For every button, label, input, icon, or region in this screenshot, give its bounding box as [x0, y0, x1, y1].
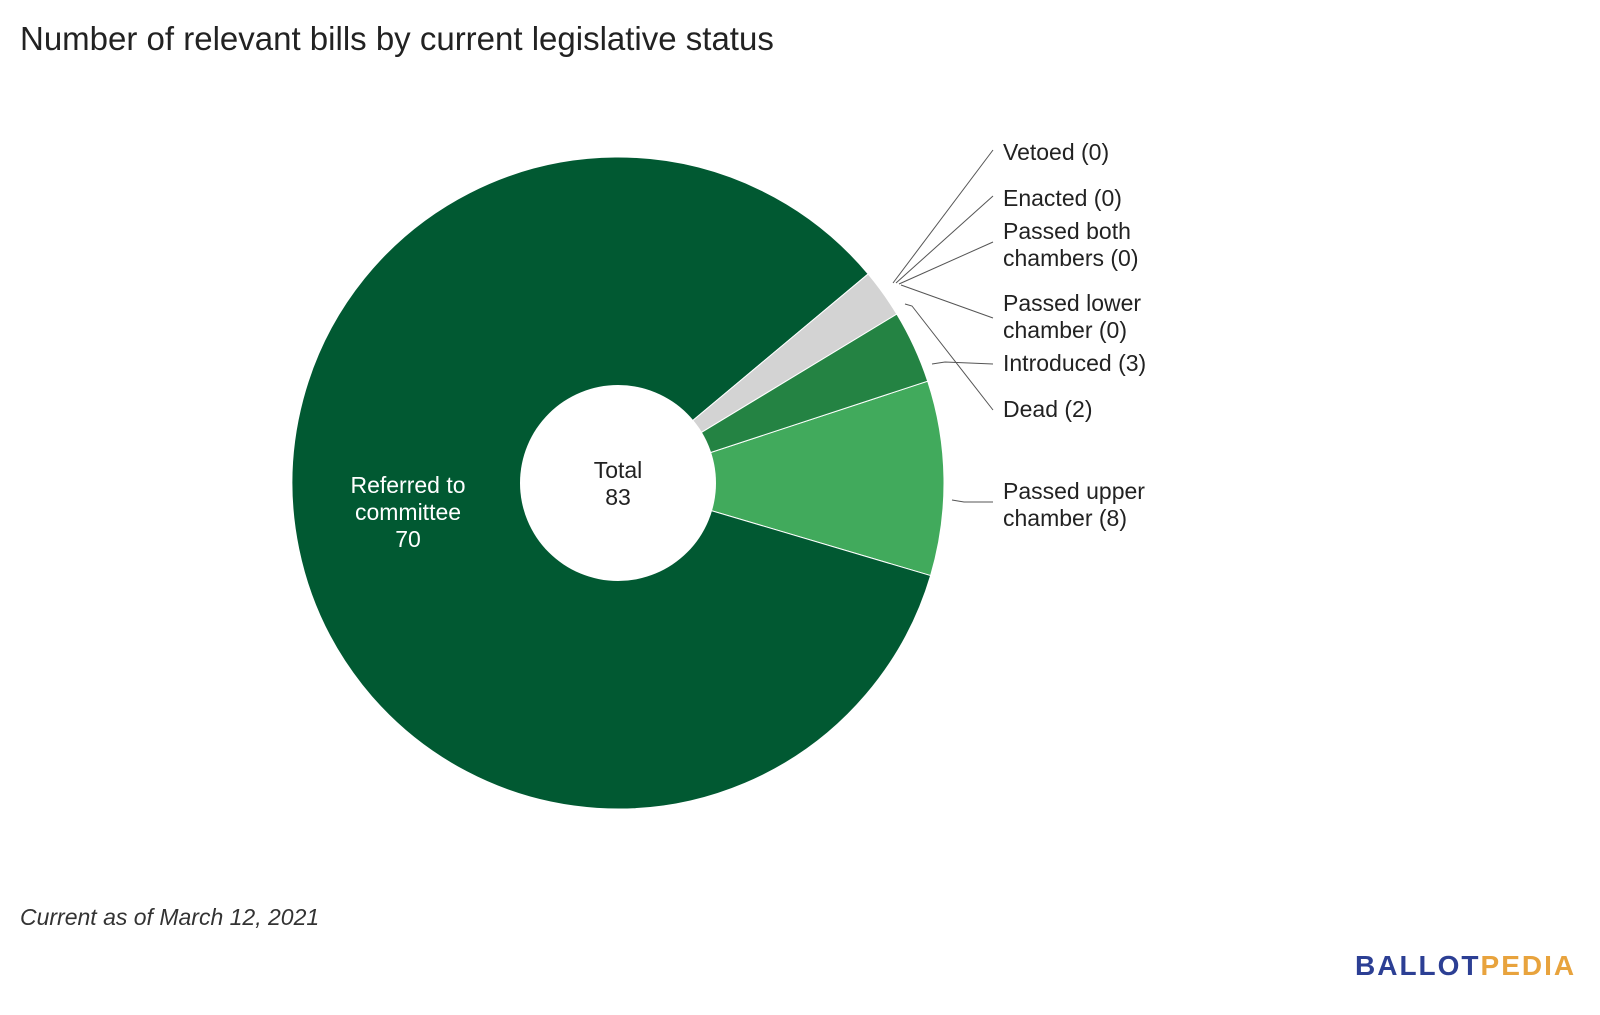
- outside-label-introduced: Introduced (3): [1003, 350, 1146, 376]
- leader-line-passed-lower: [900, 284, 994, 319]
- leader-line-introduced: [931, 361, 994, 365]
- leader-line-enacted: [895, 195, 994, 284]
- slice-label-referred-value: 70: [395, 526, 421, 552]
- leader-line-dead: [904, 303, 994, 411]
- outside-label-passed-upper-line1: Passed upper: [1003, 478, 1145, 504]
- leader-line-vetoed: [892, 149, 994, 284]
- outside-label-passed-both-line1: Passed both: [1003, 218, 1131, 244]
- logo-part-pedia: PEDIA: [1480, 950, 1577, 981]
- outside-label-dead: Dead (2): [1003, 396, 1092, 422]
- footnote: Current as of March 12, 2021: [20, 904, 320, 930]
- outside-label-passed-lower-line1: Passed lower: [1003, 290, 1141, 316]
- center-label: Total: [594, 457, 643, 483]
- outside-label-passed-both-line2: chambers (0): [1003, 245, 1138, 271]
- logo-part-ballot: BALLOT: [1355, 950, 1481, 981]
- outside-label-passed-lower-line2: chamber (0): [1003, 317, 1127, 343]
- donut-hole: [520, 385, 716, 581]
- outside-label-passed-upper-line2: chamber (8): [1003, 505, 1127, 531]
- slice-passed-upper-chamber: [616, 380, 945, 577]
- slice-label-referred-line2: committee: [355, 499, 461, 525]
- outside-label-vetoed: Vetoed (0): [1003, 139, 1109, 165]
- leader-line-passed-both: [898, 241, 994, 285]
- leader-lines: [892, 149, 994, 503]
- slice-label-referred-line1: Referred to: [350, 472, 465, 498]
- leader-line-passed-upper: [951, 499, 993, 503]
- chart-title: Number of relevant bills by current legi…: [20, 20, 774, 57]
- outside-label-enacted: Enacted (0): [1003, 185, 1122, 211]
- center-value: 83: [605, 484, 631, 510]
- ballotpedia-logo: BALLOTPEDIA: [1355, 950, 1576, 982]
